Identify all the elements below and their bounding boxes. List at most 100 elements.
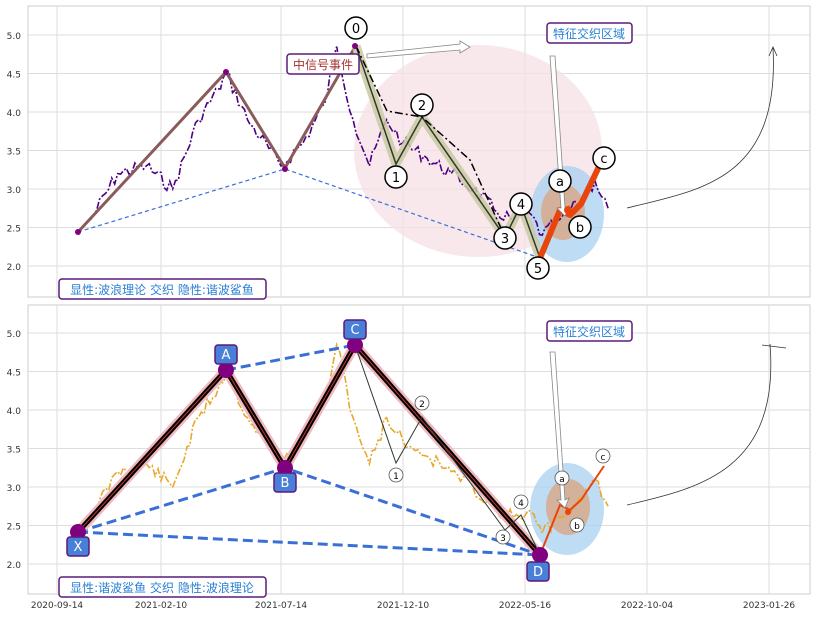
- bottom-xd-dashed: [77, 530, 541, 557]
- svg-text:X: X: [74, 540, 83, 555]
- top-abc-orange-line: [537, 150, 609, 260]
- bottom-curved-arrow: [626, 343, 772, 506]
- top-marker-peak: [223, 69, 229, 75]
- top-trend-brown-line: [76, 46, 357, 234]
- y-tick-label-4: 4.0: [7, 407, 22, 417]
- y-tick-label-4: 4.0: [7, 109, 22, 119]
- svg-text:4: 4: [517, 198, 525, 213]
- svg-text:中信号事件: 中信号事件: [293, 57, 353, 72]
- top-marker-top: [352, 43, 358, 49]
- bottom-price-line: [89, 341, 609, 536]
- bottom-curved-arrow-head: [761, 344, 787, 349]
- top-wave-label-1: 1: [384, 165, 408, 189]
- bottom-x-tick-labels: 2020-09-14 2021-02-10 2021-07-14 2021-12-10…: [31, 601, 796, 611]
- y-tick-label-5: 4.5: [7, 369, 21, 379]
- y-tick-label-2: 3.0: [7, 484, 22, 494]
- bottom-y-tick-labels: 2.0 2.5 3.0 3.5 4.0 4.5 5.0: [7, 330, 22, 571]
- bottom-wave-label-c: c: [595, 448, 611, 464]
- bottom-node-b: B: [273, 472, 297, 493]
- svg-text:1: 1: [393, 472, 399, 482]
- top-wave-label-0: 0: [344, 16, 368, 40]
- bottom-annotation-box: 显性:谐波鲨鱼 交织 隐性:波浪理论: [58, 576, 267, 598]
- top-wave-label-c: c: [592, 146, 616, 170]
- y-tick-label-6: 5.0: [7, 32, 22, 42]
- bottom-marker-d: [532, 547, 548, 563]
- bottom-node-x: X: [66, 536, 90, 557]
- bottom-marker-a: [218, 362, 234, 378]
- top-dashdot-line: [355, 45, 506, 238]
- bottom-marker-b: [277, 460, 293, 476]
- y-tick-label-5: 4.5: [7, 71, 21, 81]
- top-wave-label-b: b: [568, 215, 592, 239]
- svg-text:A: A: [222, 348, 231, 363]
- top-event-arrow: [366, 40, 471, 59]
- svg-text:显性:波浪理论 交织 隐性:谐波鲨鱼: 显性:波浪理论 交织 隐性:谐波鲨鱼: [70, 282, 254, 297]
- svg-text:4: 4: [518, 499, 524, 509]
- x-tick-label-2: 2021-07-14: [255, 601, 308, 611]
- bottom-zone-arrow: [549, 351, 570, 509]
- svg-text:5: 5: [534, 262, 542, 277]
- x-tick-label-4: 2022-05-16: [499, 601, 552, 611]
- bottom-marker-c: [347, 337, 363, 353]
- svg-text:特征交织区域: 特征交织区域: [553, 26, 625, 41]
- svg-text:a: a: [556, 175, 564, 190]
- top-curved-arrow: [626, 47, 774, 209]
- svg-text:3: 3: [500, 534, 506, 544]
- top-wave-label-2: 2: [410, 93, 434, 117]
- x-tick-label-0: 2020-09-14: [31, 601, 84, 611]
- bottom-marker-orange: [565, 509, 571, 515]
- y-tick-label-1: 2.5: [7, 523, 21, 533]
- top-blue-dashed-line: [77, 168, 541, 259]
- y-tick-label-0: 2.0: [7, 263, 22, 273]
- svg-text:c: c: [600, 152, 607, 167]
- bottom-chart-panel: 2.0 2.5 3.0 3.5 4.0 4.5 5.0 2020-09-14 2021-02-…: [7, 304, 811, 611]
- top-y-tick-labels: 2.0 2.5 3.0 3.5 4.0 4.5 5.0: [7, 32, 22, 273]
- top-chart-panel: 2.0 2.5 3.0 3.5 4.0 4.5 5.0 0 1 2 3 4 5 a b c: [7, 5, 811, 300]
- top-zone-label: 特征交织区域: [546, 22, 633, 44]
- bottom-wave-label-4: 4: [513, 494, 529, 510]
- bottom-node-c: C: [343, 319, 367, 340]
- bottom-marker-x: [70, 524, 86, 540]
- svg-text:D: D: [533, 565, 543, 580]
- top-annotation-box: 显性:波浪理论 交织 隐性:谐波鲨鱼: [58, 278, 267, 300]
- x-tick-label-1: 2021-02-10: [135, 601, 188, 611]
- x-tick-label-6: 2023-01-26: [743, 601, 796, 611]
- svg-text:显性:谐波鲨鱼 交织 隐性:波浪理论: 显性:谐波鲨鱼 交织 隐性:波浪理论: [70, 580, 254, 595]
- svg-text:1: 1: [392, 171, 400, 186]
- top-marker-start: [75, 229, 81, 235]
- y-tick-label-0: 2.0: [7, 561, 22, 571]
- bottom-ac-dashed: [225, 343, 356, 372]
- svg-text:C: C: [350, 323, 359, 338]
- bottom-wave-label-2: 2: [414, 395, 430, 411]
- top-event-label: 中信号事件: [286, 53, 360, 75]
- svg-text:B: B: [281, 476, 290, 491]
- bottom-zone-label: 特征交织区域: [546, 320, 633, 342]
- bottom-node-a: A: [214, 344, 238, 365]
- top-wave-label-5: 5: [526, 256, 550, 280]
- y-tick-label-1: 2.5: [7, 225, 21, 235]
- bottom-wave-label-b: b: [569, 517, 585, 533]
- x-tick-label-3: 2021-12-10: [377, 601, 430, 611]
- bottom-wave-path: [354, 344, 541, 556]
- y-tick-label-2: 3.0: [7, 186, 22, 196]
- svg-text:2: 2: [418, 99, 426, 114]
- top-wave-label-4: 4: [509, 192, 533, 216]
- top-curved-arrow-head: [768, 46, 778, 57]
- svg-text:a: a: [559, 475, 565, 485]
- svg-text:3: 3: [501, 232, 509, 247]
- top-marker-trough: [282, 166, 288, 172]
- svg-text:2: 2: [419, 400, 425, 410]
- bottom-node-d: D: [526, 561, 550, 582]
- y-tick-label-3: 3.5: [7, 148, 21, 158]
- y-tick-label-6: 5.0: [7, 330, 22, 340]
- svg-text:特征交织区域: 特征交织区域: [553, 324, 625, 339]
- bottom-wave-label-3: 3: [495, 529, 511, 545]
- svg-text:b: b: [574, 522, 580, 532]
- bottom-wave-label-a: a: [554, 470, 570, 486]
- bottom-plot-frame: [27, 304, 811, 595]
- top-wave-label-3: 3: [493, 226, 517, 250]
- bottom-wave-label-1: 1: [388, 467, 404, 483]
- svg-text:c: c: [601, 453, 606, 463]
- top-wave-label-a: a: [548, 169, 572, 193]
